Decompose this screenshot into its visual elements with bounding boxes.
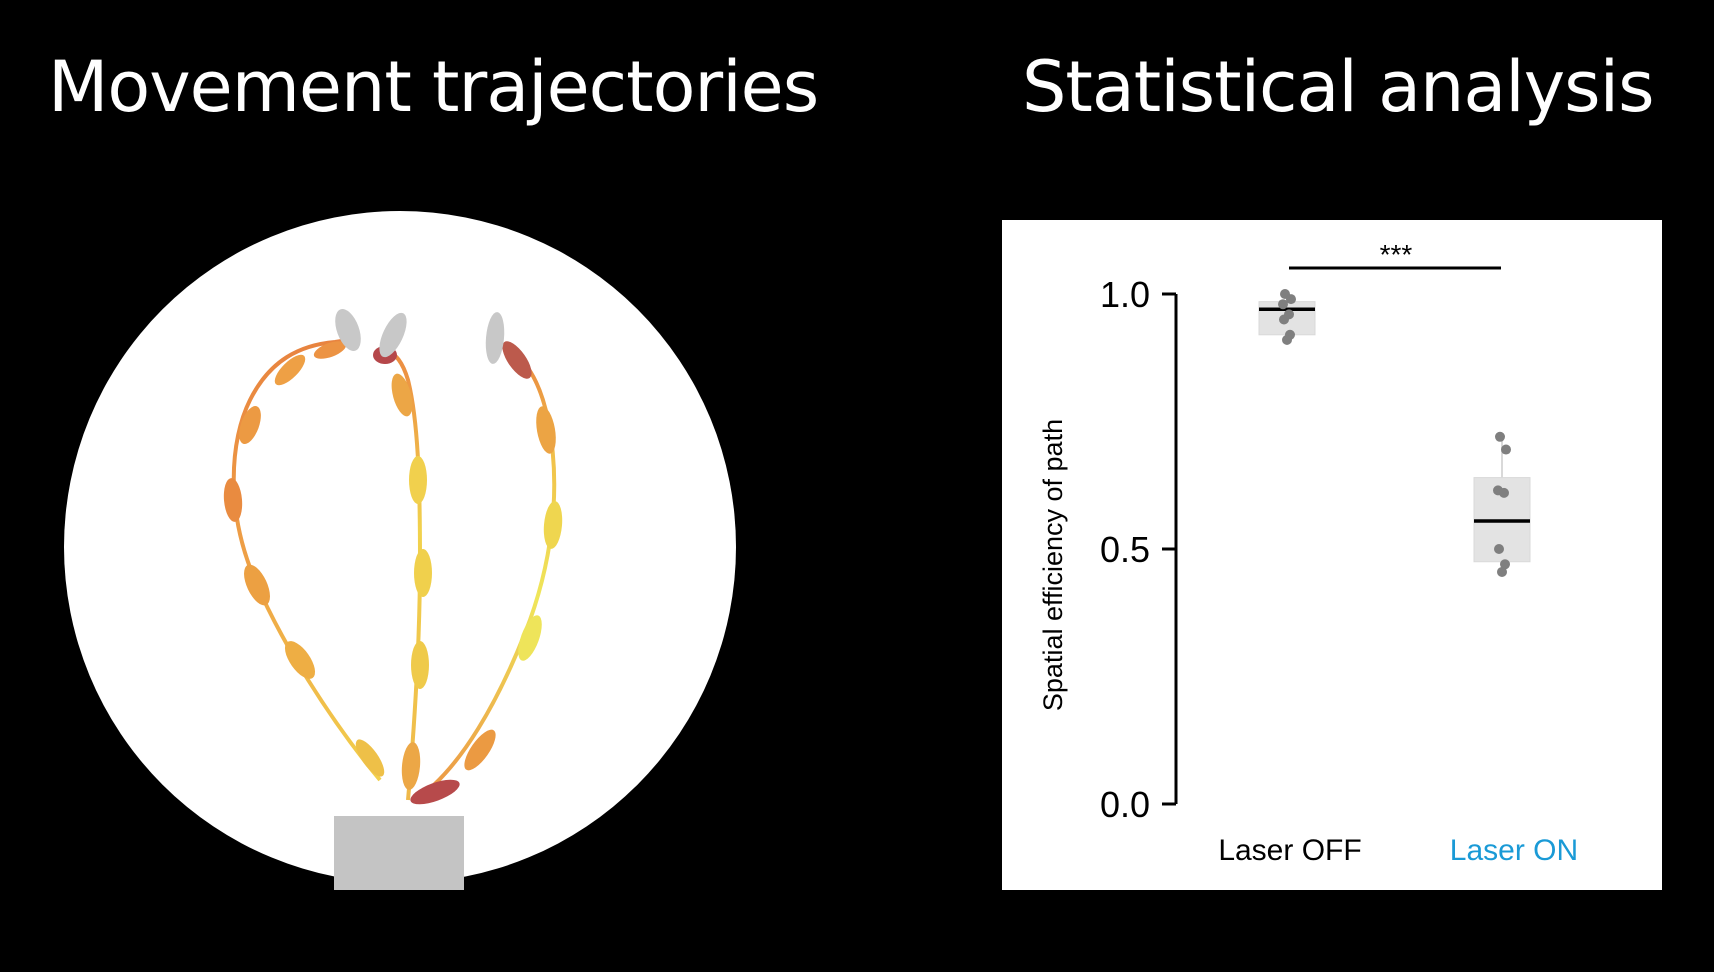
statistical-analysis-title: Statistical analysis [1022, 46, 1655, 128]
box-groups [1258, 289, 1531, 577]
y-axis-label: Spatial efficiency of path [1038, 419, 1068, 711]
data-point [1499, 487, 1509, 498]
box-group-laser-on [1473, 431, 1531, 577]
movement-trajectories-title: Movement trajectories [48, 46, 819, 128]
data-point [1495, 431, 1505, 442]
y-tick-label: 0.5 [1100, 529, 1150, 570]
statistical-plot-panel: 0.0 0.5 1.0 Spatial efficiency of path ***… [1002, 220, 1662, 890]
data-point [1500, 559, 1510, 570]
x-label-laser-off: Laser OFF [1218, 834, 1361, 867]
x-axis-labels: Laser OFF Laser ON [1218, 834, 1578, 867]
trajectory-arena-figure [64, 211, 736, 890]
data-point [1501, 444, 1511, 455]
y-tick-label: 1.0 [1100, 274, 1150, 315]
x-label-laser-on: Laser ON [1450, 834, 1578, 867]
data-point [1497, 566, 1507, 577]
box-group-laser-off [1258, 289, 1316, 345]
data-point [1282, 334, 1292, 345]
trajectory-left [223, 308, 385, 782]
data-point [1278, 299, 1288, 310]
data-point [1494, 544, 1504, 554]
significance-annotation: *** [1289, 239, 1501, 270]
arena-circle [64, 211, 736, 883]
significance-label: *** [1380, 239, 1413, 270]
data-point [1286, 294, 1296, 305]
start-box [334, 816, 464, 890]
box-plot: 0.0 0.5 1.0 Spatial efficiency of path ***… [1038, 239, 1578, 867]
y-tick-label: 0.0 [1100, 784, 1150, 825]
trajectory-middle [373, 312, 432, 801]
y-axis: 0.0 0.5 1.0 [1100, 274, 1178, 825]
trajectory-right [410, 312, 563, 805]
data-point [1279, 314, 1289, 325]
